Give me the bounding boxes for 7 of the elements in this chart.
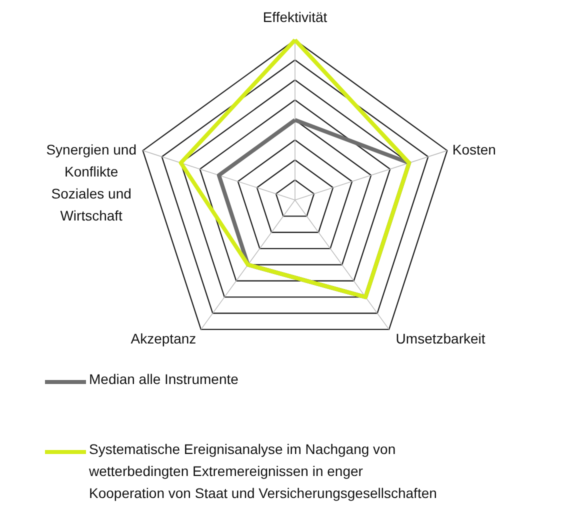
- spoke-label: Synergien und Konflikte Soziales und Wirtschaft: [46, 142, 136, 224]
- spoke-label: Akzeptanz: [130, 330, 196, 346]
- legend-label: Median alle Instrumente: [89, 371, 239, 387]
- spoke-label: Umsetzbarkeit: [396, 330, 486, 346]
- spoke-label: Effektivität: [262, 9, 328, 25]
- legend-label: Systematische Ereignisanalyse im Nachgang von wetterbedingten Extremereignissen in enger Kooperation von Staat und Versicherungsgesellschaften: [88, 441, 437, 501]
- spoke-label: Kosten: [452, 142, 496, 158]
